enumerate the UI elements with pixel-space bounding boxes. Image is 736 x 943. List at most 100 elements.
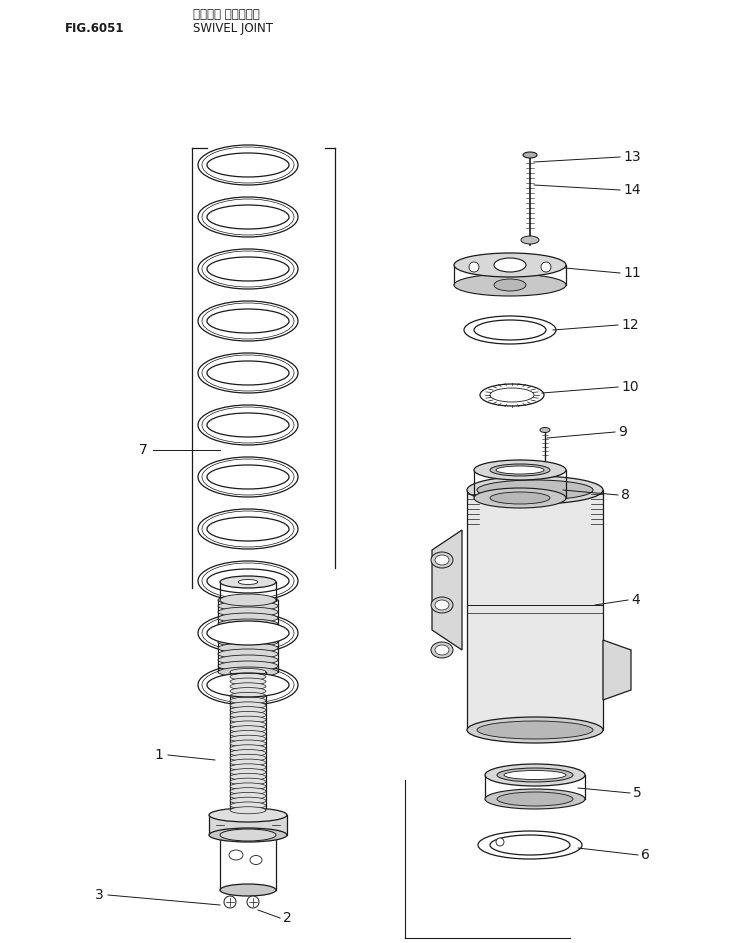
Ellipse shape	[218, 655, 278, 665]
Polygon shape	[209, 815, 287, 835]
Ellipse shape	[218, 625, 278, 635]
Text: SWIVEL JOINT: SWIVEL JOINT	[193, 22, 273, 35]
Ellipse shape	[485, 789, 585, 809]
Ellipse shape	[435, 600, 449, 610]
Ellipse shape	[230, 687, 266, 695]
Ellipse shape	[230, 783, 266, 790]
Ellipse shape	[521, 236, 539, 244]
Ellipse shape	[230, 764, 266, 770]
Ellipse shape	[497, 768, 573, 782]
Ellipse shape	[207, 517, 289, 541]
Text: 3: 3	[95, 888, 104, 902]
Ellipse shape	[218, 649, 278, 659]
Ellipse shape	[474, 460, 566, 480]
Ellipse shape	[494, 258, 526, 272]
Ellipse shape	[230, 806, 266, 814]
Ellipse shape	[490, 388, 534, 402]
Polygon shape	[603, 640, 631, 700]
Ellipse shape	[198, 561, 298, 601]
Ellipse shape	[198, 613, 298, 653]
Text: 13: 13	[623, 150, 640, 164]
Ellipse shape	[230, 731, 266, 737]
Ellipse shape	[230, 716, 266, 723]
Ellipse shape	[230, 721, 266, 728]
Text: スイベル ジョイント: スイベル ジョイント	[193, 8, 260, 21]
Ellipse shape	[230, 692, 266, 700]
Ellipse shape	[230, 778, 266, 786]
Ellipse shape	[198, 353, 298, 393]
Text: 5: 5	[633, 786, 642, 800]
Text: 11: 11	[623, 266, 641, 280]
Ellipse shape	[220, 576, 276, 588]
Ellipse shape	[474, 320, 546, 340]
Text: 12: 12	[621, 318, 639, 332]
Circle shape	[541, 262, 551, 272]
Text: 1: 1	[154, 748, 163, 762]
Ellipse shape	[467, 476, 603, 504]
Text: 10: 10	[621, 380, 639, 394]
Ellipse shape	[198, 665, 298, 705]
Ellipse shape	[207, 205, 289, 229]
Ellipse shape	[490, 492, 550, 504]
Ellipse shape	[431, 552, 453, 568]
Ellipse shape	[230, 792, 266, 800]
Ellipse shape	[230, 683, 266, 689]
Ellipse shape	[230, 759, 266, 766]
Ellipse shape	[209, 828, 287, 842]
Ellipse shape	[230, 750, 266, 756]
Ellipse shape	[198, 457, 298, 497]
Ellipse shape	[218, 613, 278, 623]
Ellipse shape	[230, 754, 266, 761]
Ellipse shape	[230, 740, 266, 747]
Ellipse shape	[435, 555, 449, 565]
Ellipse shape	[480, 384, 544, 406]
Ellipse shape	[494, 279, 526, 291]
Ellipse shape	[230, 669, 266, 675]
Ellipse shape	[218, 643, 278, 653]
Ellipse shape	[218, 667, 278, 677]
Ellipse shape	[504, 770, 566, 780]
Ellipse shape	[207, 309, 289, 333]
Ellipse shape	[431, 597, 453, 613]
Ellipse shape	[464, 316, 556, 344]
Text: 4: 4	[631, 593, 640, 607]
Ellipse shape	[230, 787, 266, 795]
Ellipse shape	[485, 764, 585, 786]
Ellipse shape	[230, 706, 266, 714]
Circle shape	[496, 838, 504, 846]
Ellipse shape	[230, 745, 266, 752]
Ellipse shape	[478, 831, 582, 859]
Ellipse shape	[207, 569, 289, 593]
Ellipse shape	[218, 595, 278, 605]
Ellipse shape	[431, 642, 453, 658]
Ellipse shape	[497, 792, 573, 806]
Ellipse shape	[218, 619, 278, 629]
Ellipse shape	[230, 678, 266, 685]
Ellipse shape	[220, 884, 276, 896]
Ellipse shape	[496, 466, 544, 474]
Ellipse shape	[198, 301, 298, 341]
Ellipse shape	[230, 736, 266, 742]
Ellipse shape	[230, 726, 266, 733]
Text: 8: 8	[621, 488, 630, 502]
Ellipse shape	[474, 488, 566, 508]
Ellipse shape	[218, 607, 278, 617]
Ellipse shape	[467, 717, 603, 743]
Ellipse shape	[218, 661, 278, 671]
Ellipse shape	[454, 253, 566, 277]
Ellipse shape	[230, 797, 266, 804]
Ellipse shape	[198, 405, 298, 445]
Text: 14: 14	[623, 183, 640, 197]
Ellipse shape	[207, 413, 289, 437]
Ellipse shape	[230, 773, 266, 781]
Ellipse shape	[218, 631, 278, 641]
Ellipse shape	[477, 721, 593, 739]
Ellipse shape	[207, 153, 289, 177]
Ellipse shape	[540, 427, 550, 433]
Ellipse shape	[207, 465, 289, 489]
Circle shape	[469, 262, 479, 272]
Ellipse shape	[490, 835, 570, 855]
Ellipse shape	[209, 808, 287, 822]
Ellipse shape	[238, 580, 258, 585]
Ellipse shape	[220, 594, 276, 606]
